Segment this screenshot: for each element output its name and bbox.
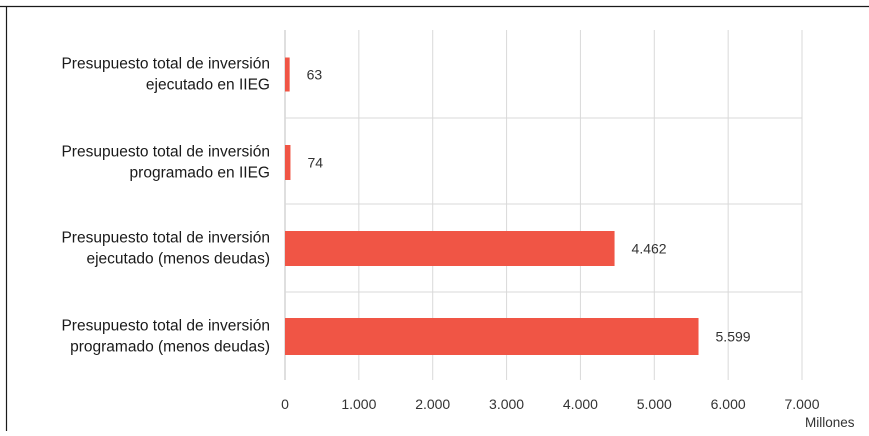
- x-axis-tick-labels: 0 1.000 2.000 3.000 4.000 5.000 6.000 7.000: [281, 396, 820, 412]
- data-label-0: 63: [307, 67, 323, 83]
- category-label-1-line-1: programado en IIEG: [130, 165, 270, 182]
- x-tick-label-4: 4.000: [563, 396, 598, 412]
- x-tick-label-1: 1.000: [341, 396, 376, 412]
- x-tick-label-2: 2.000: [415, 396, 450, 412]
- category-labels: Presupuesto total de inversión ejecutado …: [61, 56, 270, 356]
- category-label-2-line-1: ejecutado (menos deudas): [86, 251, 270, 268]
- category-label-1-line-0: Presupuesto total de inversión: [61, 144, 270, 161]
- bars: [285, 57, 699, 355]
- bar-1: [285, 145, 291, 180]
- category-label-3: Presupuesto total de inversión programado…: [61, 318, 270, 356]
- x-tick-label-6: 6.000: [711, 396, 746, 412]
- category-label-0: Presupuesto total de inversión ejecutado …: [61, 56, 270, 94]
- category-label-2: Presupuesto total de inversión ejecutado …: [61, 230, 270, 268]
- category-label-0-line-1: ejecutado en IIEG: [146, 77, 270, 94]
- category-label-3-line-1: programado (menos deudas): [70, 339, 270, 356]
- x-tick-label-7: 7.000: [784, 396, 819, 412]
- category-label-3-line-0: Presupuesto total de inversión: [61, 318, 270, 335]
- bar-3: [285, 318, 699, 355]
- category-label-0-line-0: Presupuesto total de inversión: [61, 56, 270, 73]
- x-axis-unit-label: Millones: [805, 415, 855, 430]
- data-label-1: 74: [307, 155, 323, 171]
- bar-0: [285, 57, 290, 92]
- x-tick-label-0: 0: [281, 396, 289, 412]
- category-label-1: Presupuesto total de inversión programado…: [61, 144, 270, 182]
- x-tick-label-3: 3.000: [489, 396, 524, 412]
- bar-2: [285, 231, 615, 266]
- data-label-3: 5.599: [716, 329, 751, 345]
- data-labels: 63 74 4.462 5.599: [307, 67, 751, 345]
- data-label-2: 4.462: [632, 241, 667, 257]
- category-label-2-line-0: Presupuesto total de inversión: [61, 230, 270, 247]
- x-tick-label-5: 5.000: [637, 396, 672, 412]
